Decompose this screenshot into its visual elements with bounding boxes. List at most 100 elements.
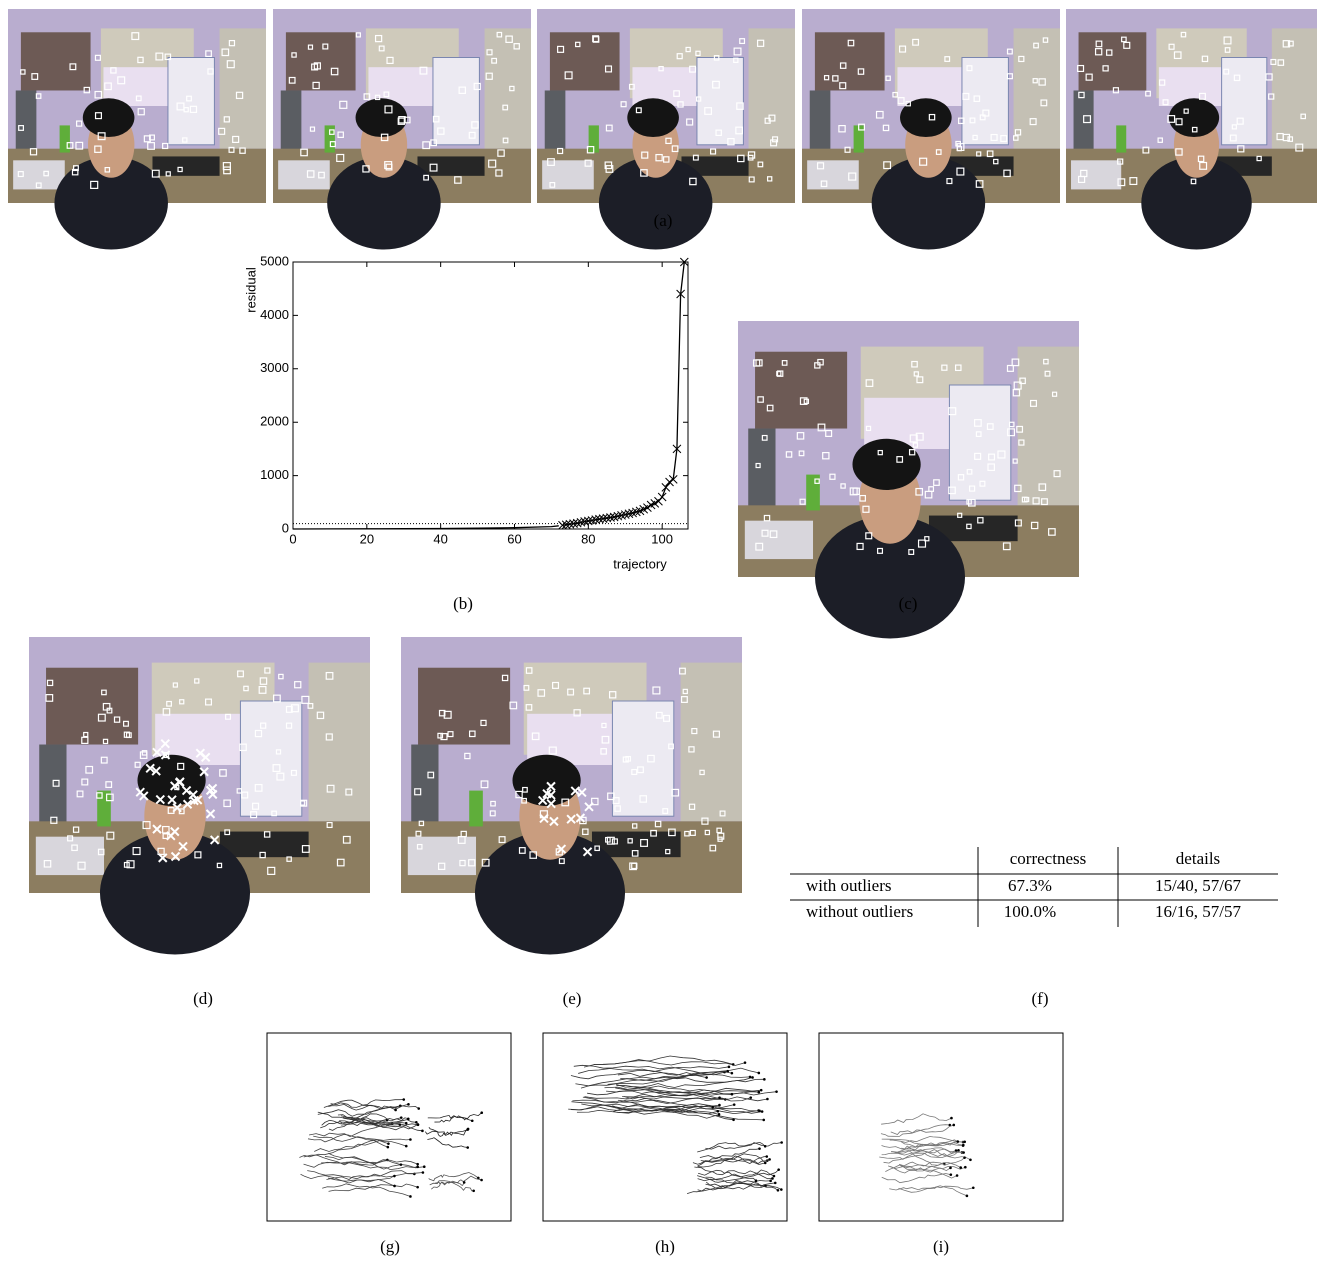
bottle <box>806 475 820 511</box>
caption: (c) <box>899 594 918 613</box>
trajectory-end <box>705 1076 708 1079</box>
trajectory-end <box>394 1109 397 1112</box>
trajectory-end <box>956 1174 959 1177</box>
hair <box>627 98 679 137</box>
cabinet <box>1272 28 1317 148</box>
bottle <box>1116 125 1126 152</box>
photos <box>8 9 1317 954</box>
trajectory-end <box>962 1144 965 1147</box>
cabinet <box>220 28 266 148</box>
cabinet <box>309 663 370 822</box>
trajectory-end <box>957 1149 960 1152</box>
shelf <box>815 32 885 90</box>
table-header: correctness <box>1010 849 1086 868</box>
papers <box>1071 160 1121 189</box>
trajectory-end <box>416 1186 419 1189</box>
data-point <box>658 493 666 501</box>
hair <box>852 439 920 490</box>
trajectory-end <box>950 1117 953 1120</box>
trajectory-end <box>387 1146 390 1149</box>
shelf <box>755 352 847 429</box>
trajectory-end <box>758 1147 761 1150</box>
trajectory-end <box>732 1063 735 1066</box>
y-tick-label: 0 <box>282 520 289 535</box>
trajectory-end <box>407 1118 410 1121</box>
x-tick-label: 100 <box>651 531 673 546</box>
document <box>240 701 301 816</box>
trajectory-end <box>768 1158 771 1161</box>
trajectory-end <box>762 1119 765 1122</box>
photo <box>273 9 531 250</box>
trajectory-end <box>409 1195 412 1198</box>
monitor <box>39 745 66 835</box>
panel-frame <box>543 1033 787 1221</box>
y-tick-label: 5000 <box>260 253 289 268</box>
trajectory-end <box>731 1093 734 1096</box>
cabinet <box>485 28 531 148</box>
trajectory-end <box>480 1111 483 1114</box>
table-cell: 67.3% <box>1008 876 1052 895</box>
trajectory-end <box>466 1146 469 1149</box>
trajectory-end <box>393 1185 396 1188</box>
trajectory-end <box>733 1103 736 1106</box>
data-point <box>643 504 651 512</box>
trajectory-panel <box>267 1033 511 1221</box>
trajectory-end <box>405 1145 408 1148</box>
caption: (g) <box>380 1237 400 1256</box>
y-axis-label: residual <box>243 267 258 313</box>
shelf <box>550 32 620 90</box>
papers <box>807 160 859 189</box>
caption: (f) <box>1032 989 1049 1008</box>
photo <box>738 321 1079 638</box>
trajectory-end <box>777 1168 780 1171</box>
trajectory-end <box>952 1124 955 1127</box>
trajectory-end <box>749 1076 752 1079</box>
trajectory-end <box>758 1110 761 1113</box>
trajectory-end <box>775 1090 778 1093</box>
trajectory-end <box>963 1156 966 1159</box>
trajectory-end <box>962 1151 965 1154</box>
papers <box>745 521 813 559</box>
document <box>433 58 479 145</box>
panel-frame <box>267 1033 511 1221</box>
trajectory-end <box>466 1128 469 1131</box>
trajectory-end <box>718 1096 721 1099</box>
trajectory-end <box>761 1110 764 1113</box>
photo <box>1066 9 1317 250</box>
trajectory-end <box>422 1171 425 1174</box>
trajectory-end <box>969 1159 972 1162</box>
panel-frame <box>819 1033 1063 1221</box>
trajectory-panel <box>543 1033 787 1221</box>
trajectory-end <box>393 1175 396 1178</box>
keyboard <box>417 156 484 175</box>
trajectory-end <box>964 1166 967 1169</box>
hair <box>1169 98 1219 137</box>
trajectory-end <box>480 1179 483 1182</box>
trajectory-end <box>417 1107 420 1110</box>
trajectory-end <box>417 1123 420 1126</box>
trajectory-end <box>780 1141 783 1144</box>
trajectory-end <box>766 1098 769 1101</box>
x-tick-label: 0 <box>289 531 296 546</box>
caption: (e) <box>563 989 582 1008</box>
trajectory-end <box>711 1106 714 1109</box>
trajectory-end <box>717 1110 720 1113</box>
table-header: details <box>1176 849 1220 868</box>
photo <box>401 637 742 954</box>
monitor <box>281 90 302 158</box>
photo <box>29 637 370 954</box>
papers <box>13 160 65 189</box>
caption: (b) <box>453 594 473 613</box>
trajectory-end <box>771 1177 774 1180</box>
monitor <box>810 90 831 158</box>
trajectory-end <box>416 1163 419 1166</box>
hair <box>83 98 135 137</box>
data-point <box>662 483 670 491</box>
trajectory-end <box>471 1119 474 1122</box>
cabinet <box>1018 347 1079 506</box>
y-tick-label: 1000 <box>260 467 289 482</box>
results-table: correctness details with outliers 67.3% … <box>790 847 1278 927</box>
trajectory-end <box>758 1072 761 1075</box>
trajectory-end <box>950 1173 953 1176</box>
trajectory-end <box>760 1089 763 1092</box>
